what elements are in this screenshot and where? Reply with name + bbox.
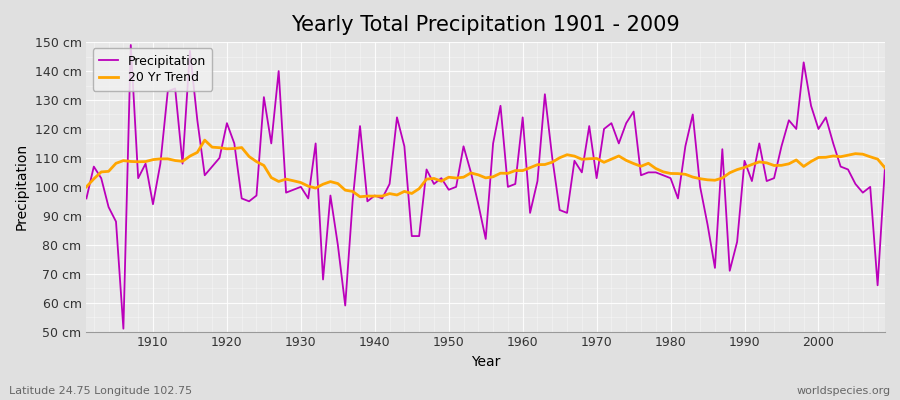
Precipitation: [879, 164, 890, 169]
Line: 20 Yr Trend: 20 Yr Trend: [86, 140, 885, 197]
Precipitation: [81, 196, 92, 201]
20 Yr Trend: [362, 194, 373, 198]
20 Yr Trend: [525, 165, 535, 170]
Line: Precipitation: Precipitation: [86, 45, 885, 329]
X-axis label: Year: Year: [471, 355, 500, 369]
20 Yr Trend: [879, 166, 890, 170]
Precipitation: [532, 179, 543, 184]
20 Yr Trend: [310, 186, 321, 190]
20 Yr Trend: [621, 158, 632, 163]
20 Yr Trend: [140, 159, 151, 164]
20 Yr Trend: [532, 162, 543, 167]
20 Yr Trend: [81, 184, 92, 189]
Text: worldspecies.org: worldspecies.org: [796, 386, 891, 396]
Precipitation: [621, 121, 632, 126]
Precipitation: [155, 161, 166, 166]
Y-axis label: Precipitation: Precipitation: [15, 143, 29, 230]
Precipitation: [525, 210, 535, 215]
20 Yr Trend: [199, 138, 210, 142]
Precipitation: [362, 199, 373, 204]
Title: Yearly Total Precipitation 1901 - 2009: Yearly Total Precipitation 1901 - 2009: [292, 15, 680, 35]
Precipitation: [118, 326, 129, 331]
Precipitation: [125, 43, 136, 48]
Legend: Precipitation, 20 Yr Trend: Precipitation, 20 Yr Trend: [93, 48, 212, 91]
20 Yr Trend: [355, 194, 365, 199]
Text: Latitude 24.75 Longitude 102.75: Latitude 24.75 Longitude 102.75: [9, 386, 192, 396]
Precipitation: [318, 277, 328, 282]
